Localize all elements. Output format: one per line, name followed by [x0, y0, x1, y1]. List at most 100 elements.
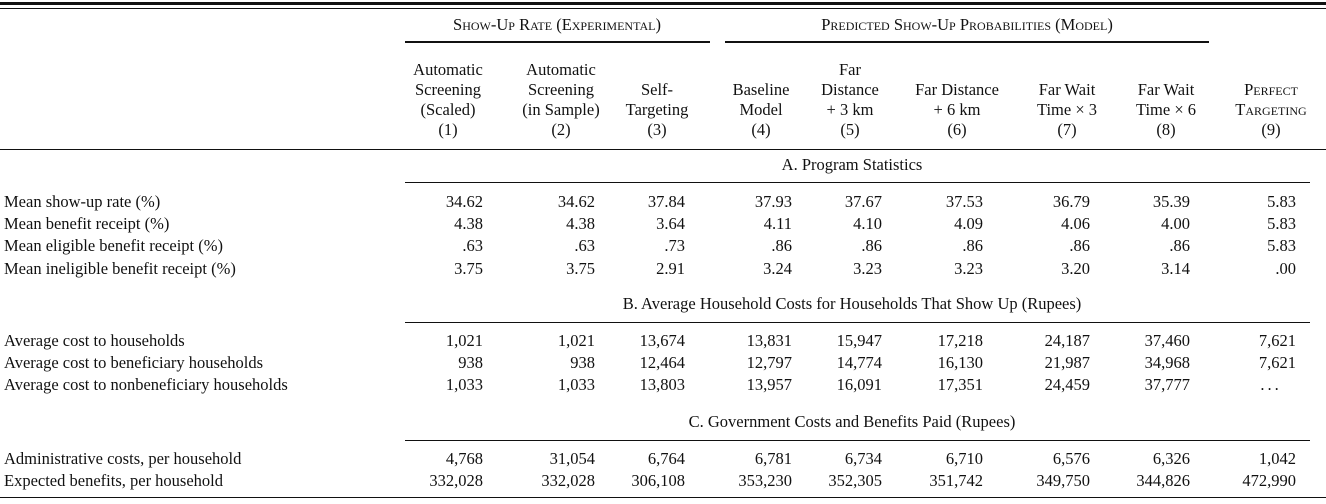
table-cell: 13,957 [746, 375, 792, 394]
panel-rule [405, 182, 1310, 183]
column-header-4-line-1: Baseline [732, 80, 790, 99]
column-header-4-line-2: Model [739, 100, 783, 119]
column-header-2-line-2: Screening [528, 80, 594, 99]
table-cell: 17,218 [937, 331, 983, 350]
table-cell: 3.24 [763, 259, 792, 278]
table-cell: 4.09 [954, 214, 983, 233]
table-cell: 3.20 [1061, 259, 1090, 278]
table-cell: 12,797 [746, 353, 792, 372]
panel-rule [405, 322, 1310, 323]
table-cell: 1,021 [445, 331, 483, 350]
table-cell: 5.83 [1267, 236, 1296, 255]
table-cell: .86 [962, 236, 983, 255]
column-header-8-line-2: Time × 6 [1135, 100, 1197, 119]
table-cell: 34.62 [557, 192, 595, 211]
table-cell: 24,459 [1044, 375, 1090, 394]
panel-title: A. Program Statistics [781, 155, 923, 174]
top-rule-thick [0, 2, 1326, 5]
table-cell: 6,326 [1152, 449, 1190, 468]
table-cell: 4.10 [853, 214, 882, 233]
column-header-8-line-3: (8) [1156, 120, 1176, 139]
table-cell: .86 [1169, 236, 1190, 255]
table-cell: 938 [570, 353, 595, 372]
table-cell: 6,576 [1052, 449, 1090, 468]
table-cell: .73 [664, 236, 685, 255]
table-cell: .86 [1069, 236, 1090, 255]
panel-rule [405, 440, 1310, 441]
row-label: Mean benefit receipt (%) [4, 214, 170, 233]
column-header-4-line-3: (4) [751, 120, 771, 139]
table-cell: 3.75 [454, 259, 483, 278]
table-cell: 17,351 [937, 375, 983, 394]
table-cell: 1,033 [557, 375, 595, 394]
table-cell: 6,764 [647, 449, 685, 468]
table-cell: 5.83 [1267, 214, 1296, 233]
table-cell: 6,781 [754, 449, 792, 468]
table-cell: 37.84 [647, 192, 685, 211]
column-header-1-line-4: (1) [438, 120, 458, 139]
column-header-2-line-1: Automatic [526, 60, 596, 79]
column-header-9-line-2: Targeting [1235, 100, 1307, 119]
table-cell: .63 [574, 236, 595, 255]
group-underline-model [725, 41, 1209, 43]
table-cell: 4.38 [454, 214, 483, 233]
table-cell: 31,054 [549, 449, 595, 468]
table-cell: 4.06 [1061, 214, 1090, 233]
column-header-5-line-2: Distance [821, 80, 879, 99]
table-cell: 36.79 [1052, 192, 1090, 211]
table-cell: 7,621 [1258, 331, 1296, 350]
table-cell: 4,768 [445, 449, 483, 468]
table-cell: 6,710 [945, 449, 983, 468]
column-header-8-line-1: Far Wait [1137, 80, 1195, 99]
table-cell: 12,464 [639, 353, 685, 372]
table-cell: 3.23 [853, 259, 882, 278]
table-cell: .86 [861, 236, 882, 255]
table-cell: 3.75 [566, 259, 595, 278]
table-cell: 37.53 [945, 192, 983, 211]
table-cell: 37.67 [844, 192, 882, 211]
table-cell: 16,091 [836, 375, 882, 394]
row-label: Expected benefits, per household [4, 471, 224, 490]
row-label: Mean ineligible benefit receipt (%) [4, 259, 236, 278]
table-cell: 1,042 [1258, 449, 1296, 468]
group-underline-experimental [405, 41, 710, 43]
column-header-9-line-3: (9) [1261, 120, 1281, 139]
table-cell: 3.23 [954, 259, 983, 278]
table-cell: 13,831 [746, 331, 792, 350]
table-cell: 6,734 [844, 449, 882, 468]
table-cell: 37,777 [1144, 375, 1190, 394]
row-label: Average cost to nonbeneficiary household… [4, 375, 288, 394]
table-cell: 306,108 [631, 471, 685, 490]
column-header-5-line-1: Far [839, 60, 861, 79]
row-label: Average cost to households [4, 331, 185, 350]
table-cell: 2.91 [656, 259, 685, 278]
column-header-5-line-4: (5) [840, 120, 860, 139]
table-cell: 5.83 [1267, 192, 1296, 211]
column-header-1-line-1: Automatic [413, 60, 483, 79]
group-header-experimental: Show-Up Rate (Experimental) [453, 15, 661, 34]
table-cell: 938 [458, 353, 483, 372]
table-cell: 3.64 [656, 214, 685, 233]
table-cell: 24,187 [1044, 331, 1090, 350]
table-cell: 4.11 [763, 214, 792, 233]
row-label: Mean show-up rate (%) [4, 192, 161, 211]
table-cell: 353,230 [738, 471, 792, 490]
row-label: Average cost to beneficiary households [4, 353, 264, 372]
table-cell: 1,021 [557, 331, 595, 350]
header-rule [0, 149, 1326, 150]
table-cell: 4.38 [566, 214, 595, 233]
column-header-3-line-3: (3) [647, 120, 667, 139]
table-cell: 14,774 [836, 353, 882, 372]
table-cell: 332,028 [429, 471, 483, 490]
table-cell: 351,742 [929, 471, 983, 490]
column-header-3-line-1: Self- [640, 80, 674, 99]
table-cell: 21,987 [1044, 353, 1090, 372]
column-header-1-line-3: (Scaled) [420, 100, 476, 119]
column-header-7-line-3: (7) [1057, 120, 1077, 139]
table-cell: 15,947 [836, 331, 882, 350]
table-cell: 1,033 [445, 375, 483, 394]
column-header-1-line-2: Screening [415, 80, 481, 99]
table-cell: 34.62 [445, 192, 483, 211]
table-cell: .63 [462, 236, 483, 255]
